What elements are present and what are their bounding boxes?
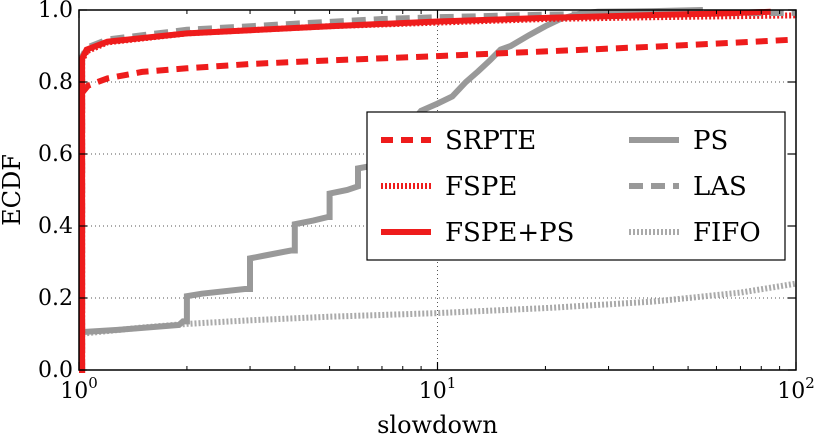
y-tick-label: 0.0 — [38, 358, 73, 383]
y-tick-label: 0.8 — [38, 70, 73, 95]
y-axis-ticks: 0.0 0.2 0.4 0.6 0.8 1.0 — [38, 0, 796, 383]
legend: SRPTE FSPE FSPE+PS PS LAS FIFO — [366, 111, 786, 261]
y-tick-label: 0.6 — [38, 142, 73, 167]
y-tick-label: 0.2 — [38, 286, 73, 311]
legend-label: LAS — [693, 172, 747, 202]
legend-label: PS — [693, 126, 728, 156]
x-axis-label: slowdown — [377, 411, 498, 437]
y-tick-label: 0.4 — [38, 214, 73, 239]
legend-label: SRPTE — [445, 126, 536, 156]
x-axis-ticks: 100 101 102 — [60, 10, 815, 404]
legend-box — [366, 111, 786, 261]
x-tick-label: 101 — [419, 374, 457, 404]
legend-label: FIFO — [693, 218, 761, 248]
x-tick-label: 100 — [60, 374, 98, 404]
legend-label: FSPE+PS — [445, 218, 574, 248]
legend-label: FSPE — [445, 172, 517, 202]
x-tick-label: 102 — [777, 374, 815, 404]
y-axis-label: ECDF — [0, 154, 26, 226]
y-tick-label: 1.0 — [38, 0, 73, 23]
series-line-fspe-ps — [79, 8, 771, 373]
